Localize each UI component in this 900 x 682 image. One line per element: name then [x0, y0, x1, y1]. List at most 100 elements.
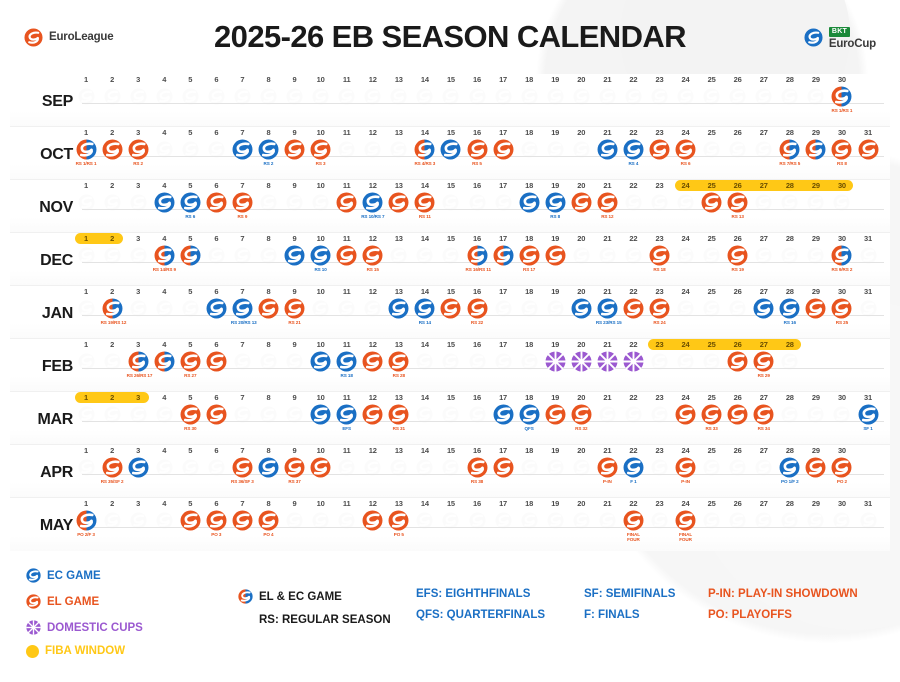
calendar-day[interactable]: 13 RS 31: [387, 392, 410, 432]
calendar-day[interactable]: 26 RS 19: [726, 233, 749, 273]
calendar-day[interactable]: 6: [205, 339, 228, 372]
calendar-day[interactable]: 3: [127, 392, 150, 425]
calendar-day[interactable]: 17: [492, 286, 515, 319]
calendar-day[interactable]: 24: [674, 74, 697, 107]
calendar-day[interactable]: 4 RS 14/RS 9: [153, 233, 176, 273]
calendar-day[interactable]: 29: [804, 392, 827, 425]
calendar-day[interactable]: 3: [127, 74, 150, 107]
calendar-day[interactable]: 9: [283, 392, 306, 425]
calendar-day[interactable]: 5 RS 30: [179, 392, 202, 432]
calendar-day[interactable]: 1: [75, 74, 98, 107]
calendar-day[interactable]: 15: [439, 498, 462, 531]
calendar-day[interactable]: 30 RS 25: [830, 286, 853, 326]
calendar-day[interactable]: 4: [153, 445, 176, 478]
calendar-day[interactable]: 14 RS 11: [413, 180, 436, 220]
calendar-day[interactable]: 20: [570, 233, 593, 266]
calendar-day[interactable]: 5: [179, 127, 202, 160]
calendar-day[interactable]: 13 RS 28: [387, 339, 410, 379]
calendar-day[interactable]: 5: [179, 233, 202, 266]
calendar-day[interactable]: 3: [127, 498, 150, 531]
calendar-day[interactable]: 23: [648, 127, 671, 160]
calendar-day[interactable]: 28: [778, 74, 801, 107]
calendar-day[interactable]: 14: [413, 339, 436, 372]
calendar-day[interactable]: 8: [257, 445, 280, 478]
calendar-day[interactable]: 19: [544, 127, 567, 160]
calendar-day[interactable]: 3: [127, 286, 150, 319]
calendar-day[interactable]: 18 QFS: [518, 392, 541, 432]
calendar-day[interactable]: 6: [205, 286, 228, 319]
calendar-day[interactable]: 8 RS 2: [257, 127, 280, 167]
calendar-day[interactable]: 21: [596, 392, 619, 425]
calendar-day[interactable]: 4: [153, 127, 176, 160]
calendar-day[interactable]: 22 FINAL FOUR: [622, 498, 645, 543]
calendar-day[interactable]: 22: [622, 233, 645, 266]
calendar-day[interactable]: 18 RS 17: [518, 233, 541, 273]
calendar-day[interactable]: 12: [361, 286, 384, 319]
calendar-day[interactable]: 2 RS 19/RS 12: [101, 286, 127, 326]
calendar-day[interactable]: 1: [75, 445, 98, 478]
calendar-day[interactable]: 27: [752, 445, 775, 478]
calendar-day[interactable]: 8: [257, 286, 280, 319]
calendar-day[interactable]: 7: [231, 339, 254, 372]
calendar-day[interactable]: 6: [205, 233, 228, 266]
calendar-day[interactable]: 5: [179, 74, 202, 107]
calendar-day[interactable]: 12: [361, 127, 384, 160]
calendar-day[interactable]: 25 RS 33: [700, 392, 723, 432]
calendar-day[interactable]: 18: [518, 74, 541, 107]
calendar-day[interactable]: 23: [648, 339, 671, 372]
calendar-day[interactable]: 7: [231, 233, 254, 266]
calendar-day[interactable]: 21: [596, 127, 619, 160]
calendar-day[interactable]: 11 RS 18: [335, 339, 358, 379]
calendar-day[interactable]: 13 PO 5: [387, 498, 410, 538]
calendar-day[interactable]: 20: [570, 445, 593, 478]
calendar-day[interactable]: 2: [101, 498, 124, 531]
calendar-day[interactable]: 13: [387, 445, 410, 478]
calendar-day[interactable]: 14: [413, 74, 436, 107]
calendar-day[interactable]: 30 RS 8: [830, 127, 853, 167]
calendar-day[interactable]: 4: [153, 339, 176, 372]
calendar-day[interactable]: 19: [544, 286, 567, 319]
calendar-day[interactable]: 19 RS 8: [544, 180, 567, 220]
calendar-day[interactable]: 7 RS 36/SF 3: [231, 445, 254, 485]
calendar-day[interactable]: 9: [283, 127, 306, 160]
calendar-day[interactable]: 29: [804, 233, 827, 266]
calendar-day[interactable]: 19: [544, 74, 567, 107]
calendar-day[interactable]: 26: [726, 339, 749, 372]
calendar-day[interactable]: 25: [700, 127, 723, 160]
calendar-day[interactable]: 15: [439, 127, 462, 160]
calendar-day[interactable]: 27: [752, 127, 775, 160]
calendar-day[interactable]: 12 RS 15: [361, 233, 384, 273]
calendar-day[interactable]: 29: [804, 74, 827, 107]
calendar-day[interactable]: 5: [179, 286, 202, 319]
calendar-day[interactable]: 10: [309, 445, 332, 478]
calendar-day[interactable]: 15: [439, 286, 462, 319]
calendar-day[interactable]: 9: [283, 74, 306, 107]
calendar-day[interactable]: 21 RS 23/RS 15: [596, 286, 622, 326]
calendar-day[interactable]: 22 RS 4: [622, 127, 645, 167]
calendar-day[interactable]: 3: [127, 180, 150, 213]
calendar-day[interactable]: 28 RS 16: [778, 286, 801, 326]
calendar-day[interactable]: 17: [492, 127, 515, 160]
calendar-day[interactable]: 24: [674, 339, 697, 372]
calendar-day[interactable]: 10 RS 10: [309, 233, 332, 273]
calendar-day[interactable]: 11: [335, 180, 358, 213]
calendar-day[interactable]: 9 RS 37: [283, 445, 306, 485]
calendar-day[interactable]: 4: [153, 498, 176, 531]
calendar-day[interactable]: 20: [570, 127, 593, 160]
calendar-day[interactable]: 19: [544, 392, 567, 425]
calendar-day[interactable]: 26: [726, 286, 749, 319]
calendar-day[interactable]: 20: [570, 339, 593, 372]
calendar-day[interactable]: 15: [439, 392, 462, 425]
calendar-day[interactable]: 12 RS 10/RS 7: [361, 180, 384, 220]
calendar-day[interactable]: 11 EFS: [335, 392, 358, 432]
calendar-day[interactable]: 30 PO 2: [830, 445, 853, 485]
calendar-day[interactable]: 6: [205, 392, 228, 425]
calendar-day[interactable]: 29: [804, 445, 827, 478]
calendar-day[interactable]: 13: [387, 180, 410, 213]
calendar-day[interactable]: 29: [804, 286, 827, 319]
calendar-day[interactable]: 14: [413, 233, 436, 266]
calendar-day[interactable]: 22: [622, 74, 645, 107]
calendar-day[interactable]: 22: [622, 392, 645, 425]
calendar-day[interactable]: 24: [674, 286, 697, 319]
calendar-day[interactable]: 14: [413, 392, 436, 425]
